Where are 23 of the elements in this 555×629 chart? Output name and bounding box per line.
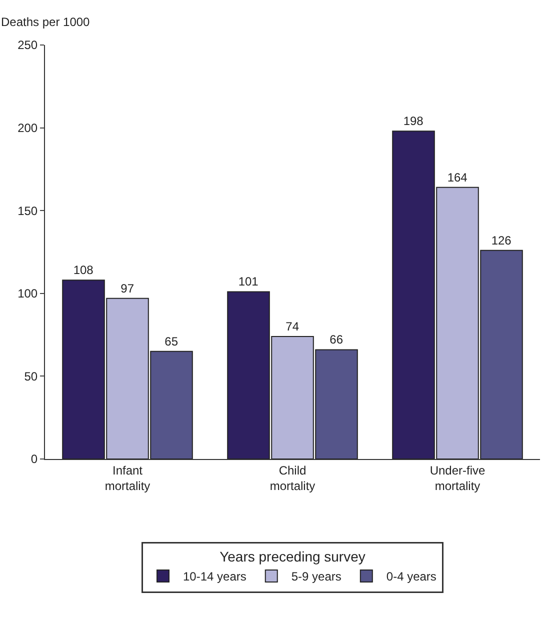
legend-label: 5-9 years [291, 570, 342, 584]
x-tick-label: Infant mortality [104, 463, 150, 493]
legend-label: 10-14 years [183, 570, 246, 584]
y-axis-title: Deaths per 1000 [1, 15, 90, 29]
legend-title: Years preceding survey [220, 548, 366, 564]
x-tick-label: Under-five mortality [430, 463, 486, 493]
data-label: 66 [330, 332, 344, 347]
data-label: 164 [447, 170, 468, 184]
y-tick-label: 250 [18, 38, 38, 52]
y-tick-label: 0 [30, 452, 38, 466]
y-tick-label: 200 [18, 121, 38, 135]
data-label: 198 [403, 114, 424, 128]
x-tick-label: Child mortality [270, 463, 316, 493]
data-label: 108 [73, 263, 94, 278]
y-tick-label: 150 [18, 204, 38, 218]
data-label: 101 [238, 274, 259, 289]
y-tick-label: 100 [18, 286, 38, 301]
data-label: 97 [120, 281, 134, 296]
data-label: 74 [286, 319, 300, 334]
y-tick-label: 50 [24, 369, 38, 384]
data-label: 126 [491, 233, 512, 248]
data-label: 65 [164, 334, 178, 348]
legend-label: 0-4 years [386, 570, 436, 584]
